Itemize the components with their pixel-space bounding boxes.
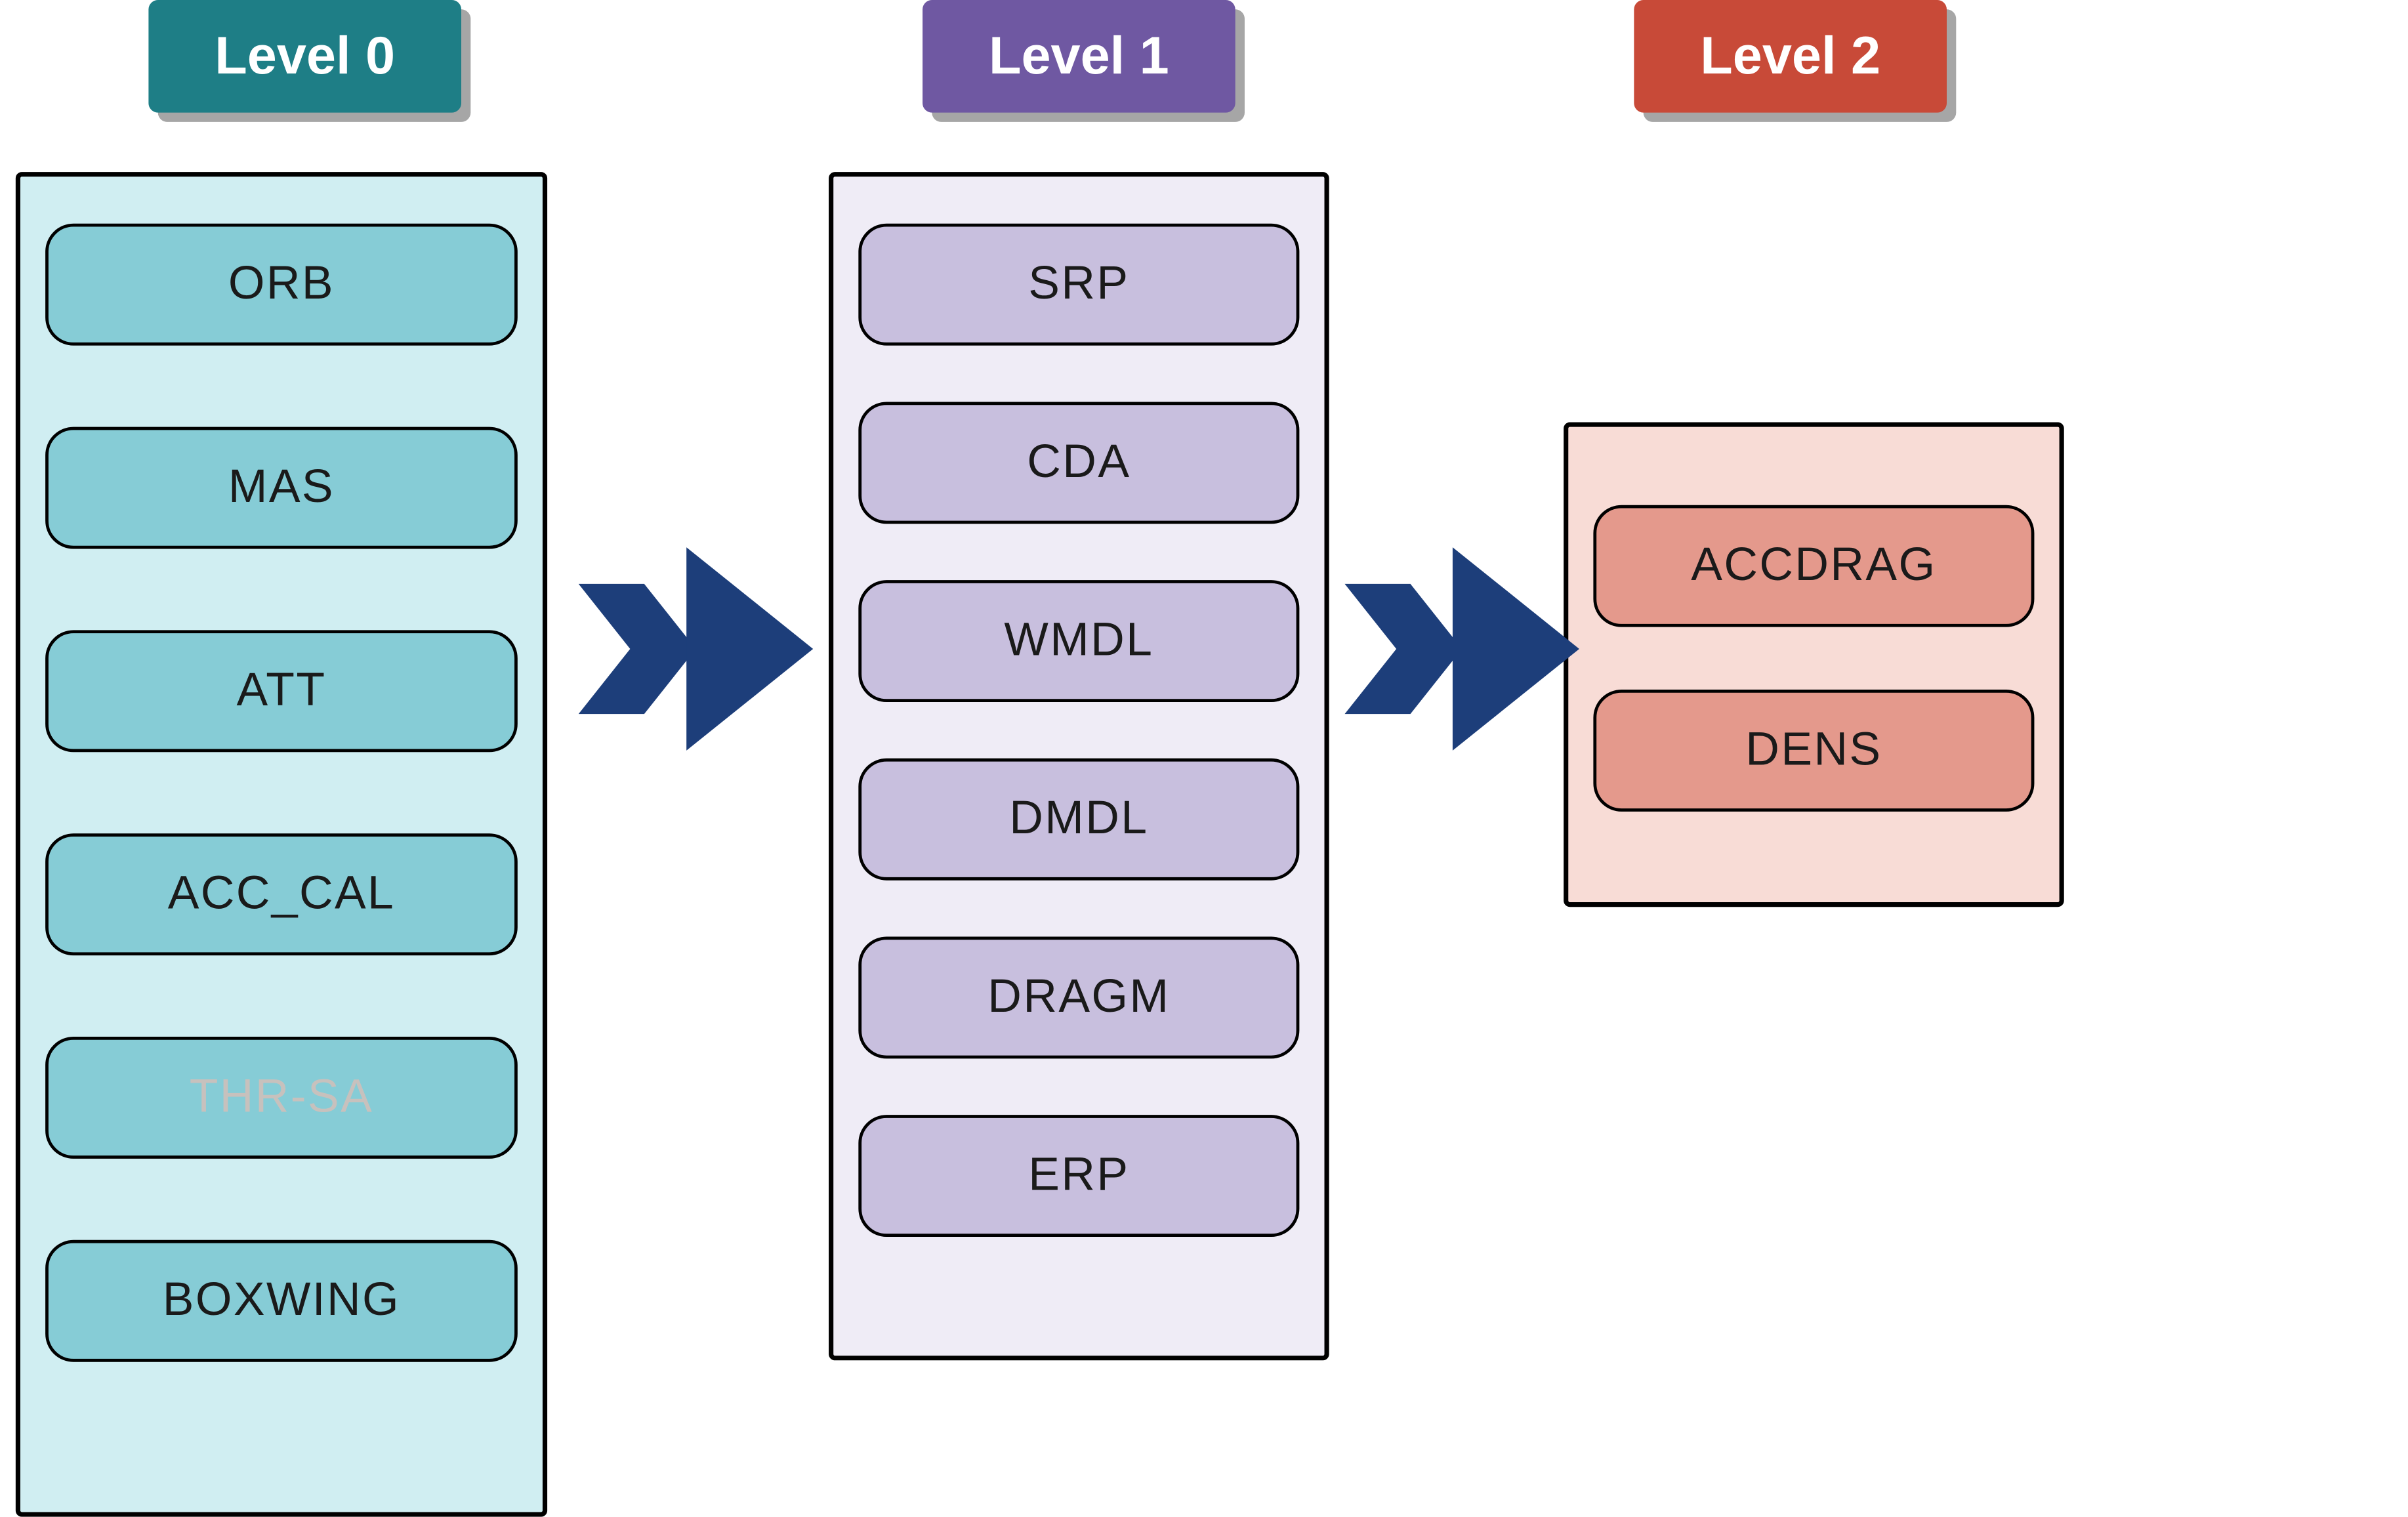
level0-item-orb: ORB bbox=[45, 224, 518, 346]
diagram-canvas: Level 0 ORB MAS ATT ACC_CAL THR-SA BOXWING Leve… bbox=[0, 0, 2408, 1517]
item-label: DRAGM bbox=[987, 971, 1170, 1024]
level1-item-srp: SRP bbox=[858, 224, 1299, 346]
level0-item-boxwing: BOXWING bbox=[45, 1240, 518, 1362]
arrow-1-2 bbox=[1344, 547, 1579, 751]
item-label: DENS bbox=[1745, 724, 1882, 777]
item-label: MAS bbox=[228, 461, 335, 514]
level1-panel: SRP CDA WMDL DMDL DRAGM ERP bbox=[829, 172, 1329, 1360]
level1-header: Level 1 bbox=[923, 0, 1235, 113]
level2-header: Level 2 bbox=[1634, 0, 1947, 113]
level0-header-label: Level 0 bbox=[215, 26, 395, 87]
item-label: BOXWING bbox=[163, 1274, 400, 1327]
item-label: ACCDRAG bbox=[1691, 539, 1936, 592]
level0-item-acc-cal: ACC_CAL bbox=[45, 833, 518, 955]
item-label: WMDL bbox=[1004, 615, 1153, 668]
level0-panel: ORB MAS ATT ACC_CAL THR-SA BOXWING bbox=[16, 172, 547, 1516]
item-label: ATT bbox=[237, 665, 327, 718]
arrow-0-1 bbox=[579, 547, 813, 751]
level1-item-cda: CDA bbox=[858, 402, 1299, 524]
level0-item-thr-sa: THR-SA bbox=[45, 1037, 518, 1159]
item-label: CDA bbox=[1027, 436, 1131, 489]
level0-header: Level 0 bbox=[148, 0, 461, 113]
level2-item-accdrag: ACCDRAG bbox=[1593, 505, 2034, 627]
level1-item-wmdl: WMDL bbox=[858, 580, 1299, 702]
item-label: ACC_CAL bbox=[168, 868, 395, 921]
item-label: ERP bbox=[1028, 1150, 1129, 1203]
level1-header-label: Level 1 bbox=[989, 26, 1169, 87]
level2-item-dens: DENS bbox=[1593, 690, 2034, 812]
item-label: DMDL bbox=[1009, 793, 1148, 846]
level0-item-att: ATT bbox=[45, 630, 518, 752]
level0-item-mas: MAS bbox=[45, 427, 518, 549]
item-label: SRP bbox=[1028, 258, 1129, 311]
level1-item-erp: ERP bbox=[858, 1115, 1299, 1237]
level2-panel: ACCDRAG DENS bbox=[1564, 422, 2064, 907]
level2-header-label: Level 2 bbox=[1700, 26, 1880, 87]
level1-item-dragm: DRAGM bbox=[858, 936, 1299, 1058]
item-label: THR-SA bbox=[190, 1071, 373, 1124]
level1-item-dmdl: DMDL bbox=[858, 758, 1299, 881]
item-label: ORB bbox=[228, 258, 335, 311]
